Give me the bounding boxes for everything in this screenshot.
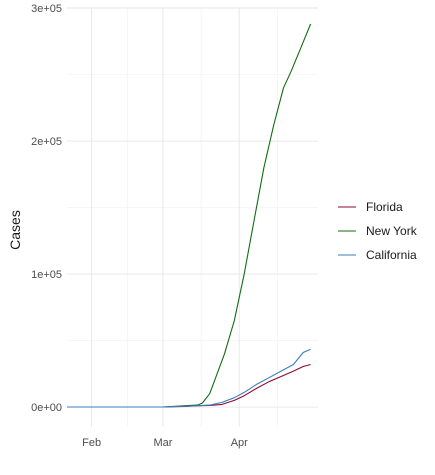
x-axis-ticks: Feb Mar Apr <box>82 437 248 449</box>
y-axis-title: Cases <box>7 210 23 250</box>
x-tick-label: Feb <box>82 437 101 449</box>
y-tick-label: 1e+05 <box>31 269 62 281</box>
x-tick-label: Apr <box>231 437 248 449</box>
y-axis-ticks: 0e+00 1e+05 2e+05 3e+05 <box>31 3 62 414</box>
series-line-new-york <box>67 23 312 408</box>
legend: Florida New York California <box>338 200 418 262</box>
y-tick-label: 2e+05 <box>31 136 62 148</box>
y-tick-label: 0e+00 <box>31 402 62 414</box>
legend-label-california: California <box>366 248 417 262</box>
grid <box>67 7 318 427</box>
x-tick-label: Mar <box>153 437 172 449</box>
legend-label-florida: Florida <box>366 200 403 214</box>
series-line-california <box>67 348 311 408</box>
y-tick-label: 3e+05 <box>31 3 62 15</box>
series-line-florida <box>67 363 311 408</box>
legend-label-new-york: New York <box>366 224 418 238</box>
series-lines <box>67 23 312 408</box>
